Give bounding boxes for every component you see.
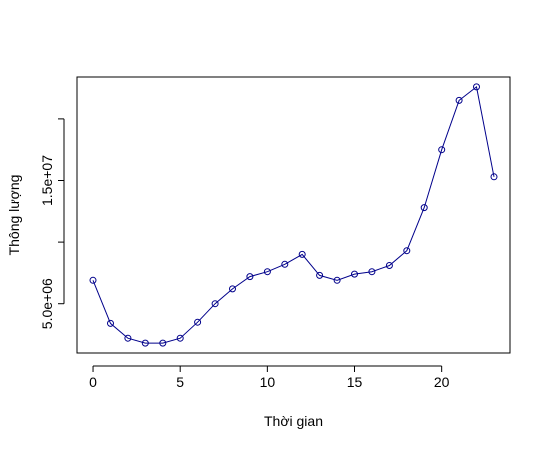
plot-frame: [76, 76, 511, 354]
x-tick-label: 0: [89, 374, 97, 390]
y-axis: 5.0e+06 1.5e+07: [39, 118, 65, 329]
x-axis-title: Thời gian: [264, 413, 323, 429]
x-tick-label: 15: [347, 374, 363, 390]
data-point: [420, 204, 428, 212]
data-point: [351, 270, 358, 278]
data-point: [263, 268, 271, 276]
data-point: [124, 334, 132, 342]
y-tick-label: 1.5e+07: [39, 155, 55, 206]
data-point: [107, 319, 114, 327]
data-point: [403, 247, 411, 255]
data-point: [368, 268, 376, 276]
data-point: [333, 276, 341, 284]
y-tick-label: 5.0e+06: [39, 278, 55, 329]
y-axis-title: Thông lượng: [6, 175, 22, 256]
series-markers: [89, 83, 498, 347]
data-point: [385, 262, 393, 269]
x-tick-label: 20: [434, 374, 450, 390]
series-line: [92, 86, 495, 344]
data-point: [298, 250, 306, 258]
data-point: [141, 339, 149, 347]
data-point: [211, 300, 219, 308]
data-point: [89, 276, 97, 284]
data-point: [490, 173, 498, 181]
x-tick-label: 10: [260, 374, 276, 390]
data-point: [473, 83, 480, 91]
data-point: [194, 318, 202, 326]
x-tick-label: 5: [176, 374, 184, 390]
data-point: [159, 339, 167, 347]
data-point: [438, 146, 446, 154]
data-point: [176, 334, 184, 342]
data-point: [281, 260, 289, 268]
data-point: [246, 273, 254, 281]
data-point: [229, 285, 236, 293]
data-point: [455, 96, 463, 104]
data-point: [316, 271, 324, 279]
x-axis: 0 5 10 15 20: [89, 365, 450, 390]
